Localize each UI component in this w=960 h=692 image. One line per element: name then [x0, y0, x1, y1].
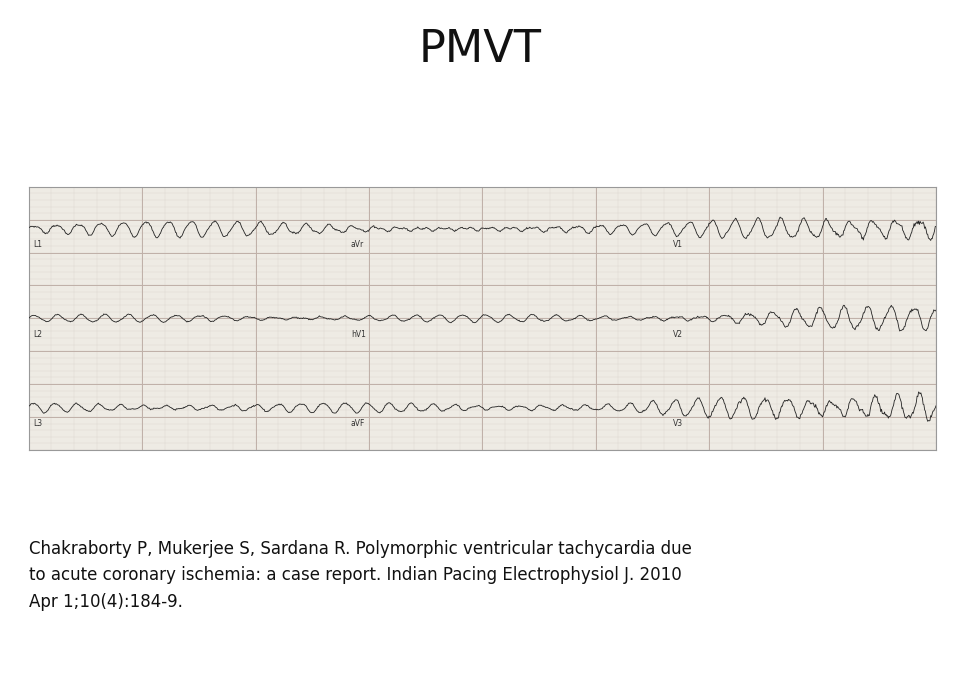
Text: Chakraborty P, Mukerjee S, Sardana R. Polymorphic ventricular tachycardia due
to: Chakraborty P, Mukerjee S, Sardana R. Po…: [29, 540, 691, 610]
Text: L2: L2: [34, 329, 42, 338]
Text: hV1: hV1: [350, 329, 366, 338]
Text: V3: V3: [673, 419, 683, 428]
Text: V2: V2: [673, 329, 683, 338]
Text: V1: V1: [673, 240, 683, 249]
Text: PMVT: PMVT: [419, 28, 541, 71]
Text: L1: L1: [34, 240, 42, 249]
Text: L3: L3: [34, 419, 42, 428]
Text: aVr: aVr: [350, 240, 364, 249]
Text: aVF: aVF: [350, 419, 365, 428]
